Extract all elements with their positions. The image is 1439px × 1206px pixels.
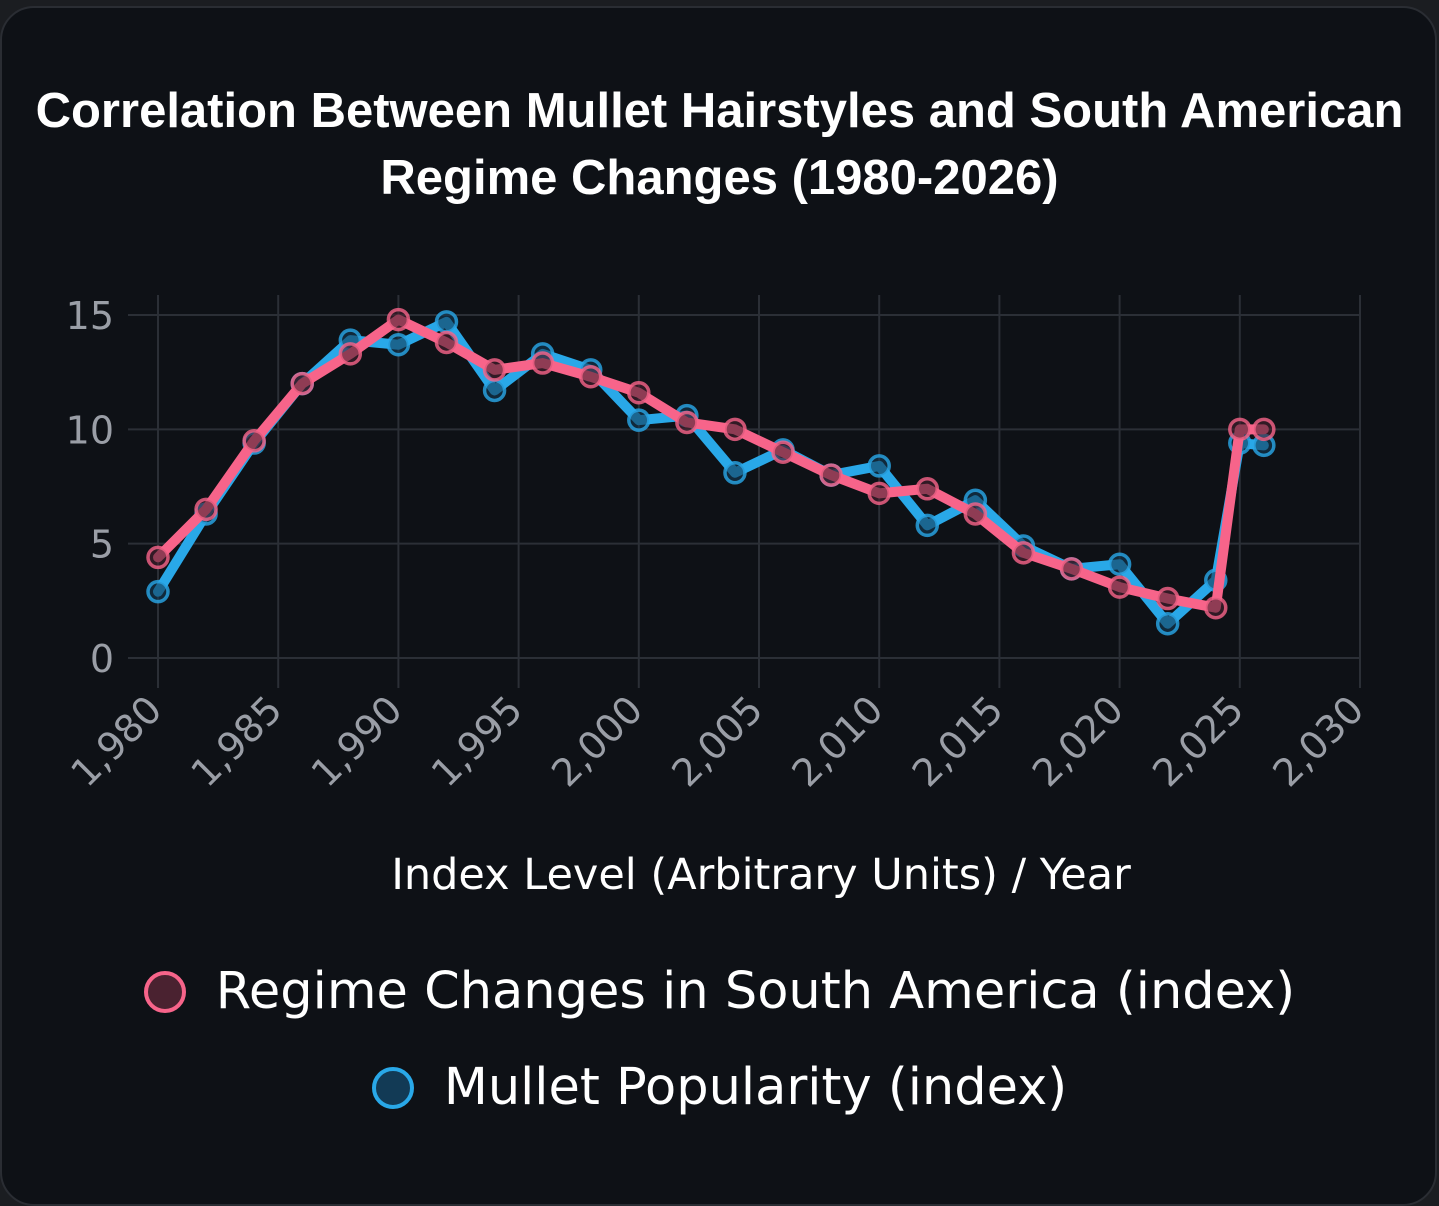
x-tick-label: 2,000 [543, 687, 651, 795]
data-point [915, 477, 940, 501]
data-point [1228, 417, 1252, 442]
y-tick-label: 15 [66, 294, 114, 338]
data-point [146, 579, 170, 604]
data-point [530, 351, 555, 375]
x-tick-label: 1,985 [183, 687, 291, 795]
data-point [338, 342, 363, 366]
y-axis-ticks: 0 5 10 15 [66, 294, 114, 681]
x-tick-label: 1,995 [423, 687, 531, 795]
x-axis-label: Index Level (Arbitrary Units) / Year [391, 850, 1131, 900]
legend-item-regime[interactable]: Regime Changes in South America (index) [0, 962, 1439, 1021]
series-group [146, 307, 1276, 636]
chart-title: Correlation Between Mullet Hairstyles an… [35, 84, 1404, 205]
x-tick-label: 2,015 [904, 687, 1012, 795]
data-point [627, 408, 651, 432]
data-point [386, 332, 411, 357]
data-point [1204, 595, 1228, 620]
x-tick-label: 2,020 [1024, 687, 1132, 795]
data-point [1155, 586, 1180, 611]
y-tick-label: 10 [66, 408, 114, 452]
data-point [1155, 611, 1180, 636]
data-point [723, 461, 747, 485]
data-point [1107, 575, 1132, 599]
data-point [1252, 417, 1276, 442]
x-tick-label: 2,025 [1144, 687, 1252, 795]
x-axis-ticks: 1,980 1,985 1,990 1,995 2,000 2,005 2,010 2,015… [62, 687, 1372, 795]
y-tick-label: 5 [90, 523, 114, 567]
data-point [963, 502, 988, 526]
data-point [194, 497, 218, 522]
legend-label: Mullet Popularity (index) [443, 1058, 1068, 1117]
data-point [482, 378, 507, 403]
data-point [434, 310, 459, 334]
x-tick-label: 2,010 [784, 687, 892, 795]
data-point [1059, 557, 1084, 581]
x-tick-label: 2,005 [663, 687, 771, 795]
data-point [1107, 552, 1132, 576]
data-point [482, 358, 507, 382]
x-tick-label: 2,030 [1264, 687, 1372, 795]
data-point [146, 545, 170, 570]
data-point [771, 440, 795, 464]
x-tick-label: 1,990 [303, 687, 411, 795]
data-point [386, 307, 411, 332]
legend-marker-icon [371, 1066, 414, 1109]
legend-item-mullet[interactable]: Mullet Popularity (index) [0, 1058, 1439, 1117]
data-point [867, 481, 891, 506]
legend-label: Regime Changes in South America (index) [215, 962, 1296, 1021]
data-point [675, 410, 699, 435]
data-point [434, 330, 459, 355]
x-tick-label: 1,980 [62, 687, 170, 795]
data-point [627, 380, 651, 405]
data-point [915, 513, 940, 538]
data-point [242, 429, 266, 453]
data-point [578, 364, 603, 389]
y-tick-label: 0 [90, 637, 114, 681]
legend-marker-icon [143, 970, 186, 1013]
data-point [867, 454, 891, 478]
data-point [290, 371, 314, 396]
data-point [819, 463, 843, 487]
data-point [1011, 541, 1036, 565]
data-point [723, 417, 747, 442]
